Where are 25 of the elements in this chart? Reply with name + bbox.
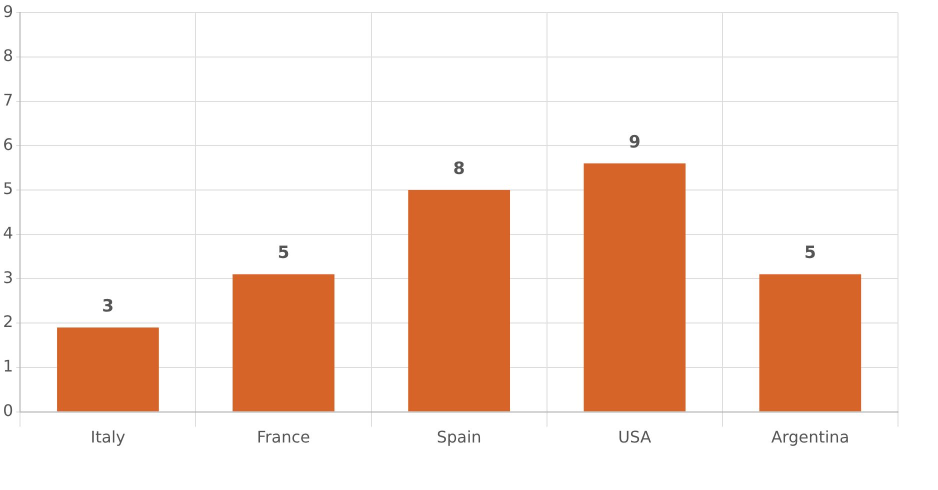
y-tick-label: 0 [2, 400, 14, 420]
bar [57, 328, 159, 412]
bar [232, 274, 334, 412]
x-tick-label: USA [618, 428, 652, 447]
bar [759, 274, 862, 412]
y-tick-label: 9 [2, 2, 14, 21]
bar [584, 163, 686, 412]
y-tick-label: 5 [2, 179, 14, 198]
annotation: 5 [804, 243, 816, 264]
x-tick-label: France [256, 428, 310, 447]
x-tick-label: Italy [90, 428, 126, 447]
y-tick-label: 6 [2, 134, 14, 154]
y-tick-label: 4 [2, 224, 14, 243]
annotation: 9 [628, 132, 641, 152]
annotation: 3 [102, 296, 114, 316]
bar [408, 190, 510, 412]
y-tick-label: 8 [2, 46, 14, 66]
y-tick-label: 1 [2, 356, 14, 376]
y-tick-label: 3 [2, 268, 14, 287]
x-tick-label: Spain [436, 428, 482, 447]
annotation: 8 [453, 158, 466, 179]
x-tick-label: Argentina [771, 428, 850, 447]
y-tick-label: 2 [2, 312, 14, 332]
annotation: 5 [278, 243, 290, 264]
y-tick-label: 7 [2, 90, 14, 110]
